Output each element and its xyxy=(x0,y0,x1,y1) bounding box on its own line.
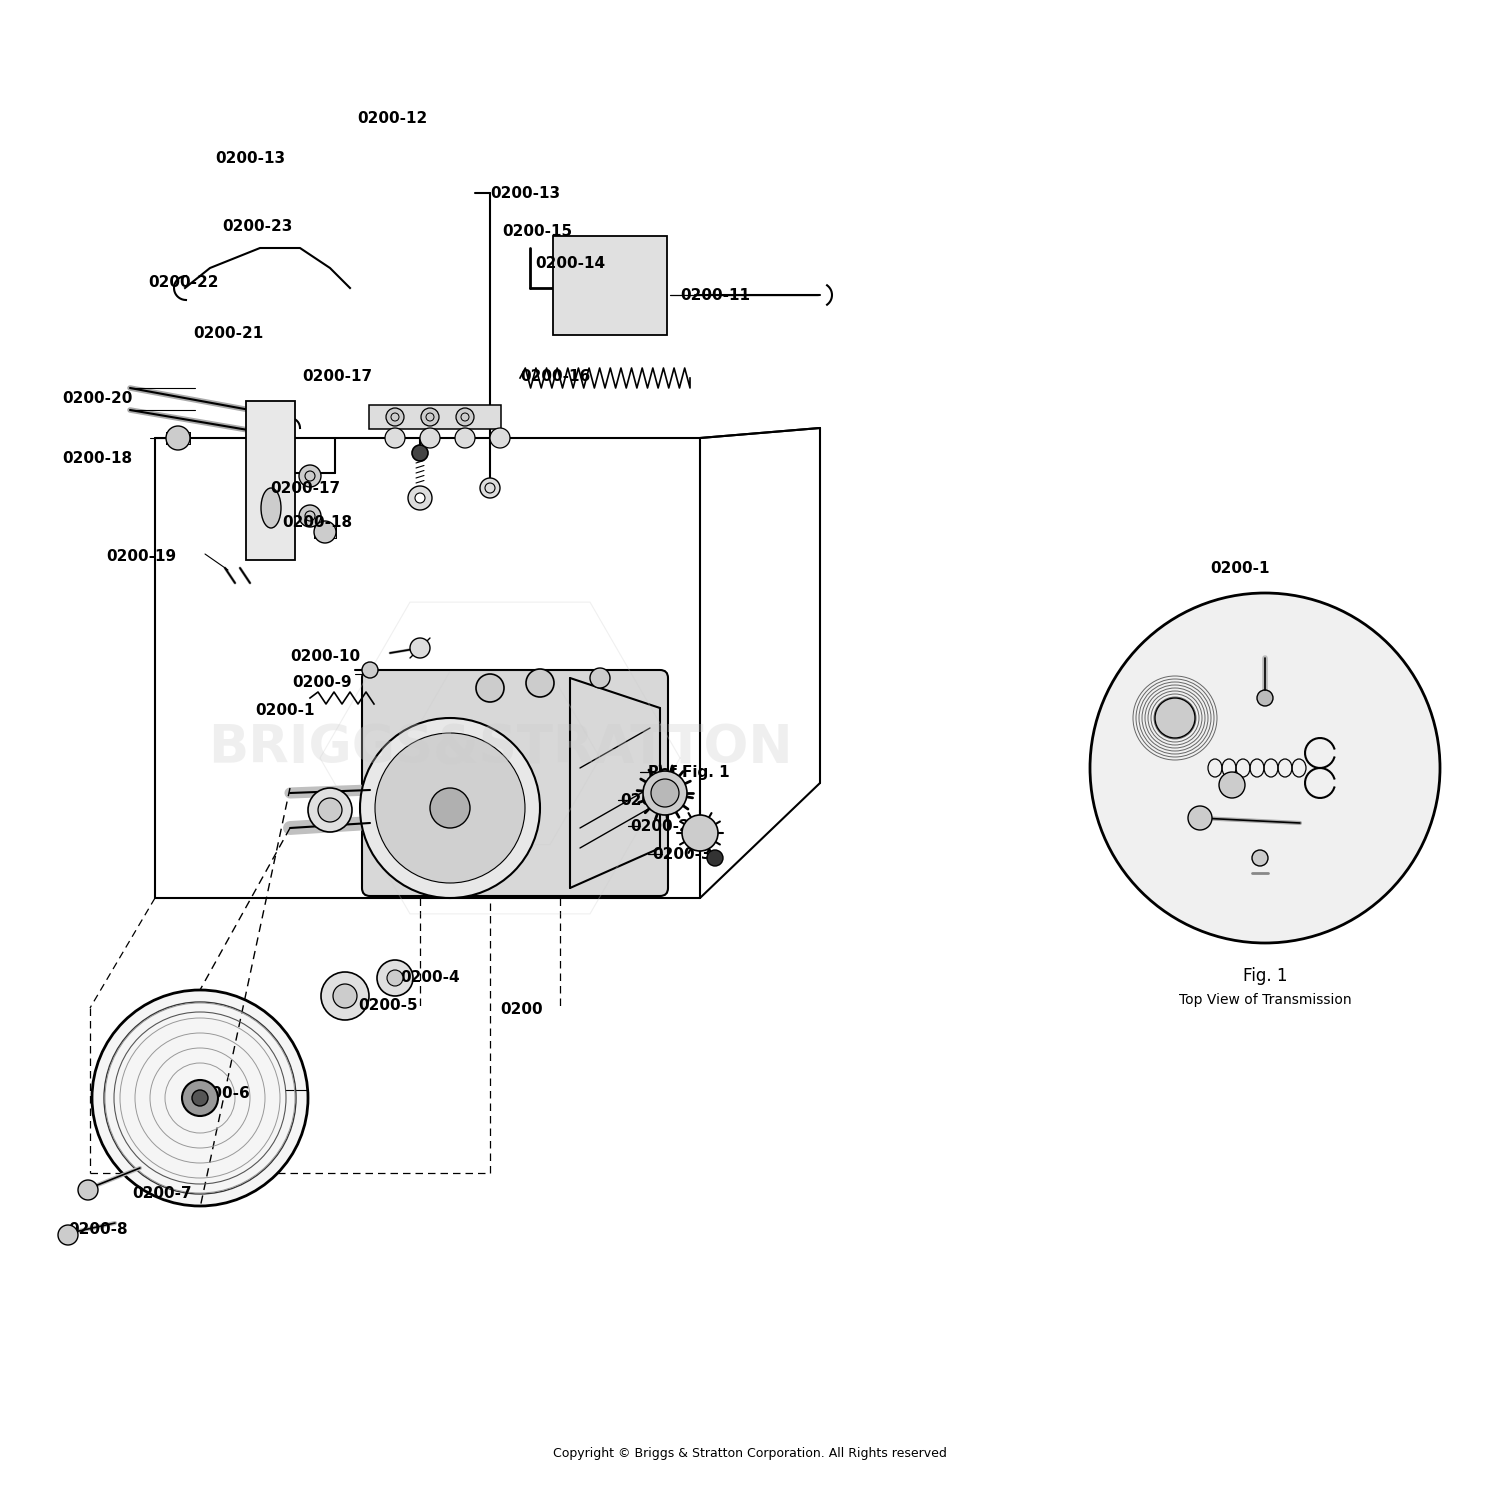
Text: 0200-4: 0200-4 xyxy=(400,970,459,985)
Text: Copyright © Briggs & Stratton Corporation. All Rights reserved: Copyright © Briggs & Stratton Corporatio… xyxy=(554,1446,946,1460)
Circle shape xyxy=(416,493,424,503)
Circle shape xyxy=(375,734,525,882)
Circle shape xyxy=(387,970,404,987)
Text: 0200-9: 0200-9 xyxy=(292,674,351,689)
FancyBboxPatch shape xyxy=(554,237,668,335)
Circle shape xyxy=(321,972,369,1019)
Circle shape xyxy=(651,780,680,806)
Text: 0200-5: 0200-5 xyxy=(358,998,417,1013)
Text: 0200-1: 0200-1 xyxy=(1210,561,1269,576)
Circle shape xyxy=(408,487,432,510)
Text: 0200-1: 0200-1 xyxy=(255,702,315,717)
Text: Top View of Transmission: Top View of Transmission xyxy=(1179,992,1352,1007)
Circle shape xyxy=(1252,850,1268,866)
Circle shape xyxy=(192,1091,208,1106)
Circle shape xyxy=(92,990,308,1205)
Circle shape xyxy=(78,1180,98,1199)
Circle shape xyxy=(1090,594,1440,943)
Circle shape xyxy=(360,719,540,897)
Circle shape xyxy=(386,429,405,448)
Circle shape xyxy=(422,408,440,426)
Circle shape xyxy=(490,429,510,448)
Circle shape xyxy=(410,638,430,658)
Circle shape xyxy=(314,521,336,543)
Circle shape xyxy=(386,408,404,426)
Circle shape xyxy=(456,408,474,426)
Text: Ref Fig. 1: Ref Fig. 1 xyxy=(648,765,729,780)
Circle shape xyxy=(1188,806,1212,830)
Text: 0200-11: 0200-11 xyxy=(680,287,750,302)
Circle shape xyxy=(682,815,718,851)
Text: 0200-18: 0200-18 xyxy=(282,515,352,530)
Circle shape xyxy=(1155,698,1196,738)
Circle shape xyxy=(706,850,723,866)
Circle shape xyxy=(308,789,352,832)
Circle shape xyxy=(480,478,500,498)
Text: 0200-13: 0200-13 xyxy=(214,150,285,165)
Text: 0200-2: 0200-2 xyxy=(630,818,690,833)
Circle shape xyxy=(298,504,321,527)
Text: BRIGGS&STRATTON: BRIGGS&STRATTON xyxy=(207,722,792,774)
Text: 0200-19: 0200-19 xyxy=(106,549,176,564)
Text: 0200-14: 0200-14 xyxy=(536,256,604,271)
Text: 0200-12: 0200-12 xyxy=(357,110,428,125)
Text: 0200-23: 0200-23 xyxy=(222,219,292,234)
Text: 0200-8: 0200-8 xyxy=(68,1223,128,1238)
Text: Fig. 1: Fig. 1 xyxy=(1242,967,1287,985)
Text: 0200-7: 0200-7 xyxy=(132,1186,192,1201)
Circle shape xyxy=(298,464,321,487)
Text: 0200-17: 0200-17 xyxy=(302,369,372,384)
Text: 0200-22: 0200-22 xyxy=(148,274,219,290)
Text: 0200-17: 0200-17 xyxy=(270,481,340,496)
Text: 0200-21: 0200-21 xyxy=(194,326,264,341)
Text: 0200-3: 0200-3 xyxy=(652,847,711,862)
Circle shape xyxy=(376,960,412,995)
FancyBboxPatch shape xyxy=(362,670,668,896)
Circle shape xyxy=(454,429,476,448)
Circle shape xyxy=(1257,690,1274,705)
Circle shape xyxy=(333,984,357,1007)
Circle shape xyxy=(644,771,687,815)
Text: 0200-18: 0200-18 xyxy=(62,451,132,466)
Circle shape xyxy=(1220,772,1245,798)
Text: 0200-6: 0200-6 xyxy=(190,1086,250,1101)
Circle shape xyxy=(58,1225,78,1245)
Text: 0200: 0200 xyxy=(500,1003,543,1018)
Text: 0200-20: 0200-20 xyxy=(62,390,132,406)
Text: 0200-15: 0200-15 xyxy=(503,223,572,238)
Circle shape xyxy=(318,798,342,821)
Circle shape xyxy=(476,674,504,702)
Circle shape xyxy=(420,429,440,448)
FancyBboxPatch shape xyxy=(246,400,296,559)
Text: 0200-1: 0200-1 xyxy=(620,793,680,808)
Circle shape xyxy=(166,426,190,449)
Text: 0200-16: 0200-16 xyxy=(520,369,591,384)
Text: 0200-13: 0200-13 xyxy=(490,186,560,201)
Circle shape xyxy=(590,668,610,687)
Circle shape xyxy=(430,789,470,827)
Circle shape xyxy=(413,445,428,461)
Circle shape xyxy=(182,1080,218,1116)
Text: 0200-10: 0200-10 xyxy=(290,649,360,664)
FancyBboxPatch shape xyxy=(369,405,501,429)
Circle shape xyxy=(526,670,554,696)
Ellipse shape xyxy=(261,488,280,528)
Circle shape xyxy=(362,662,378,679)
Text: 0200-1: 0200-1 xyxy=(1196,911,1254,926)
